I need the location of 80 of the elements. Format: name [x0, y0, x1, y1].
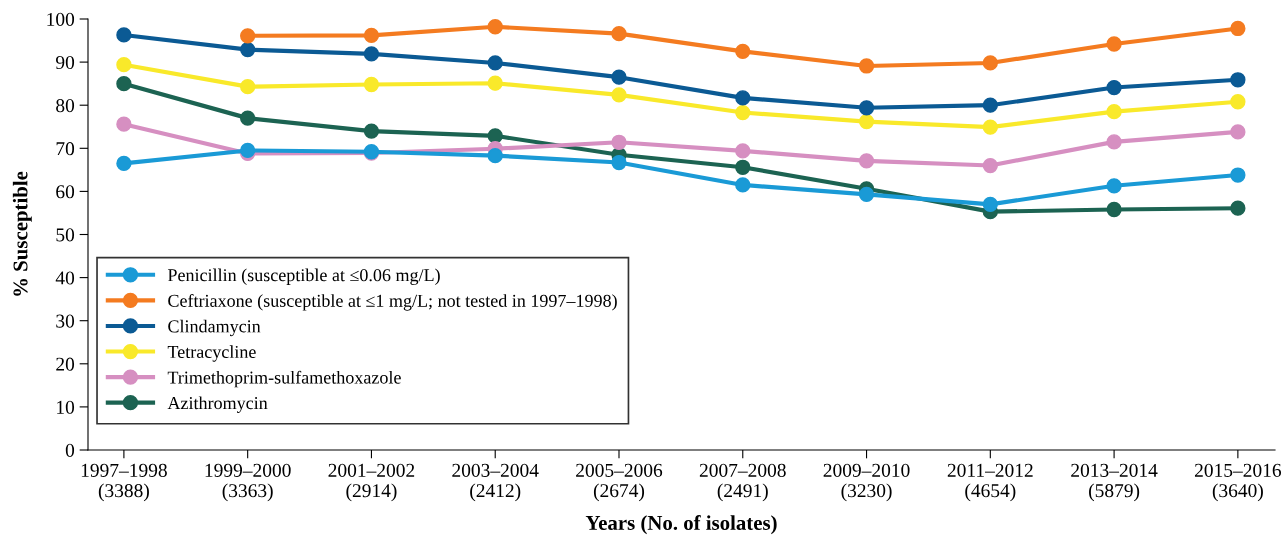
point: [611, 26, 627, 42]
point: [611, 154, 627, 171]
point: [1230, 167, 1246, 183]
point: [735, 159, 751, 175]
y-tick-label: 40: [55, 271, 75, 285]
point: [363, 46, 380, 62]
point: [1106, 104, 1122, 120]
point: [116, 76, 132, 92]
y-tick-label: 20: [56, 357, 75, 371]
point: [611, 87, 627, 103]
point: [363, 123, 380, 139]
point: [116, 27, 132, 43]
x-tick-label: 2001–2002 (2914): [328, 463, 415, 502]
y-tick-label: 30: [56, 314, 75, 328]
y-tick-label: 60: [56, 185, 75, 199]
x-tick-label: 2005–2006 (2674): [576, 463, 663, 502]
point: [735, 43, 751, 59]
point: [858, 186, 875, 203]
point: [487, 147, 503, 164]
point: [487, 55, 503, 71]
point: [116, 155, 132, 172]
point: [363, 76, 380, 93]
point: [1230, 124, 1246, 140]
point: [735, 177, 751, 193]
legend-label: Tetracycline: [167, 345, 256, 362]
point: [611, 134, 627, 150]
legend-label: Ceftriaxone (susceptible at ≤1 mg/L; not tested in 1997–1998): [168, 294, 617, 311]
legend-label: Azithromycin: [167, 396, 268, 413]
y-tick-label: 80: [56, 99, 75, 113]
point: [116, 116, 132, 132]
y-tick-label: 70: [56, 142, 75, 156]
point: [240, 110, 256, 126]
point: [1230, 20, 1246, 37]
x-tick-label: 2013–2014 (5879): [1071, 463, 1158, 502]
point: [858, 113, 875, 130]
x-tick-label: 1997–1998 (3388): [81, 463, 167, 502]
point: [116, 57, 132, 73]
point: [1106, 134, 1122, 150]
point: [611, 69, 627, 85]
point: [1106, 79, 1122, 96]
point: [982, 157, 998, 174]
x-axis-title: Years (No. of isolates): [585, 515, 777, 535]
point: [487, 19, 503, 35]
point: [1230, 200, 1246, 216]
x-tick-label: 2003–2004 (2412): [452, 463, 539, 502]
point: [858, 100, 875, 116]
point: [1230, 72, 1246, 88]
y-axis-title: % Susceptible: [12, 171, 32, 296]
point: [982, 196, 998, 212]
legend-label: Clindamycin: [168, 319, 261, 337]
x-tick-label: 2009–2010 (3230): [823, 463, 910, 502]
point: [240, 28, 256, 44]
point: [982, 119, 998, 135]
y-tick-label: 100: [47, 12, 75, 26]
point: [858, 153, 875, 169]
point: [1230, 94, 1246, 110]
point: [982, 55, 998, 71]
point: [240, 79, 256, 95]
point: [487, 75, 503, 91]
x-tick-label: 1999–2000 (3363): [205, 463, 291, 502]
point: [1106, 178, 1122, 194]
point: [363, 27, 380, 44]
y-tick-label: 50: [56, 228, 75, 242]
point: [858, 58, 875, 74]
point: [735, 90, 751, 106]
legend-label: Penicillin (susceptible at ≤0.06 mg/L): [167, 268, 440, 285]
point: [735, 104, 751, 121]
legend-label: Trimethoprim-sulfamethoxazole: [167, 370, 401, 388]
point: [1106, 36, 1122, 52]
y-tick-label: 10: [57, 400, 75, 414]
point: [1106, 201, 1122, 218]
point: [735, 143, 751, 159]
x-tick-label: 2011–2012 (4654): [947, 463, 1033, 502]
point: [982, 97, 998, 113]
y-tick-label: 90: [55, 55, 75, 70]
x-tick-label: 2007–2008 (2491): [699, 463, 786, 502]
point: [240, 41, 256, 58]
y-tick-label: 0: [65, 443, 75, 457]
x-tick-label: 2015–2016 (3640): [1194, 463, 1282, 502]
point: [487, 128, 503, 144]
